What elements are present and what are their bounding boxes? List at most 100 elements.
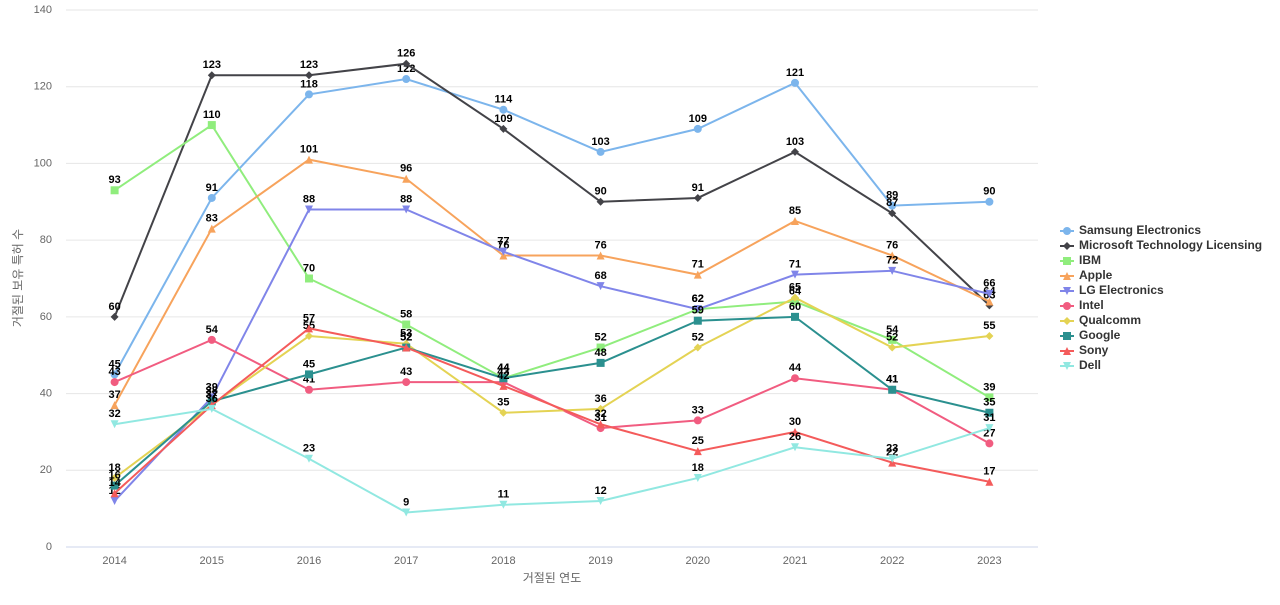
marker [888, 343, 897, 352]
marker [693, 124, 702, 133]
marker [596, 343, 605, 352]
marker [110, 186, 119, 195]
data-label: 52 [692, 331, 704, 343]
data-label: 77 [497, 236, 509, 248]
series-line [114, 407, 990, 514]
data-label: 126 [397, 48, 415, 60]
data-label: 52 [594, 331, 606, 343]
data-label: 44 [789, 362, 802, 374]
marker [402, 174, 411, 183]
marker [402, 59, 411, 68]
marker [305, 332, 313, 341]
legend-label: Apple [1079, 268, 1113, 282]
data-label: 123 [203, 59, 221, 71]
data-label: 114 [495, 94, 514, 106]
series-line [113, 78, 990, 375]
marker [1063, 287, 1071, 295]
data-label: 64 [789, 285, 802, 297]
legend-label: Intel [1079, 298, 1104, 312]
data-label: 41 [886, 374, 898, 386]
x-tick-label: 2017 [394, 555, 418, 567]
legend-label: LG Electronics [1079, 283, 1164, 297]
marker [985, 408, 994, 417]
data-label: 62 [692, 293, 704, 305]
marker [791, 216, 799, 225]
series-line [113, 208, 990, 502]
y-tick-label: 60 [40, 311, 52, 323]
marker [305, 385, 313, 394]
data-label: 90 [594, 186, 606, 198]
marker [110, 420, 119, 429]
marker [305, 205, 313, 214]
marker [305, 454, 313, 463]
marker [596, 147, 605, 156]
marker [888, 201, 897, 210]
data-label: 103 [786, 136, 804, 148]
marker [596, 197, 605, 206]
marker [1063, 317, 1071, 325]
marker [791, 312, 799, 321]
data-label: 88 [303, 193, 315, 205]
legend-label: Google [1079, 328, 1121, 342]
data-label: 42 [497, 370, 509, 382]
data-label: 52 [400, 331, 412, 343]
data-label: 37 [108, 389, 120, 401]
marker [110, 401, 119, 410]
marker [1063, 332, 1071, 340]
marker [207, 193, 216, 202]
series-line [113, 327, 990, 495]
data-label: 121 [786, 67, 804, 79]
marker [499, 408, 508, 417]
data-label: 118 [300, 78, 318, 90]
marker [985, 289, 994, 298]
marker [791, 270, 799, 279]
marker [207, 71, 216, 80]
marker [791, 427, 799, 436]
marker [499, 374, 508, 383]
data-label: 36 [206, 393, 218, 405]
data-label: 43 [108, 366, 120, 378]
data-label: 71 [789, 259, 801, 271]
data-label: 53 [400, 328, 412, 340]
marker [888, 454, 897, 463]
marker [985, 197, 994, 206]
marker [693, 343, 702, 352]
data-label: 32 [594, 408, 606, 420]
marker [1063, 362, 1071, 370]
series-line [114, 296, 990, 479]
data-label: 26 [789, 431, 801, 443]
marker [985, 297, 994, 306]
marker [110, 473, 119, 482]
marker [985, 439, 994, 448]
data-label: 39 [983, 381, 995, 393]
y-tick-label: 100 [34, 157, 52, 169]
legend-label: IBM [1079, 253, 1101, 267]
data-label: 54 [206, 324, 219, 336]
data-label: 52 [886, 331, 898, 343]
marker [402, 75, 411, 84]
legend-label: Dell [1079, 358, 1101, 372]
marker [791, 443, 799, 452]
marker [207, 224, 216, 233]
marker [1063, 227, 1071, 235]
marker [1063, 302, 1071, 310]
marker [888, 251, 897, 260]
marker [305, 71, 313, 80]
data-label: 31 [594, 412, 606, 424]
marker [791, 78, 799, 87]
data-label: 37 [206, 389, 218, 401]
data-label: 83 [206, 213, 218, 225]
data-label: 60 [108, 301, 120, 313]
x-axis-label: 거절된 연도 [523, 571, 582, 585]
marker [499, 124, 508, 133]
data-label: 55 [983, 320, 995, 332]
marker [791, 293, 799, 302]
marker [499, 381, 508, 390]
marker [1063, 347, 1071, 355]
y-tick-label: 40 [40, 387, 52, 399]
data-label: 33 [692, 404, 704, 416]
marker [110, 496, 119, 505]
data-label: 60 [789, 301, 801, 313]
data-label: 27 [983, 427, 995, 439]
marker [499, 500, 508, 509]
